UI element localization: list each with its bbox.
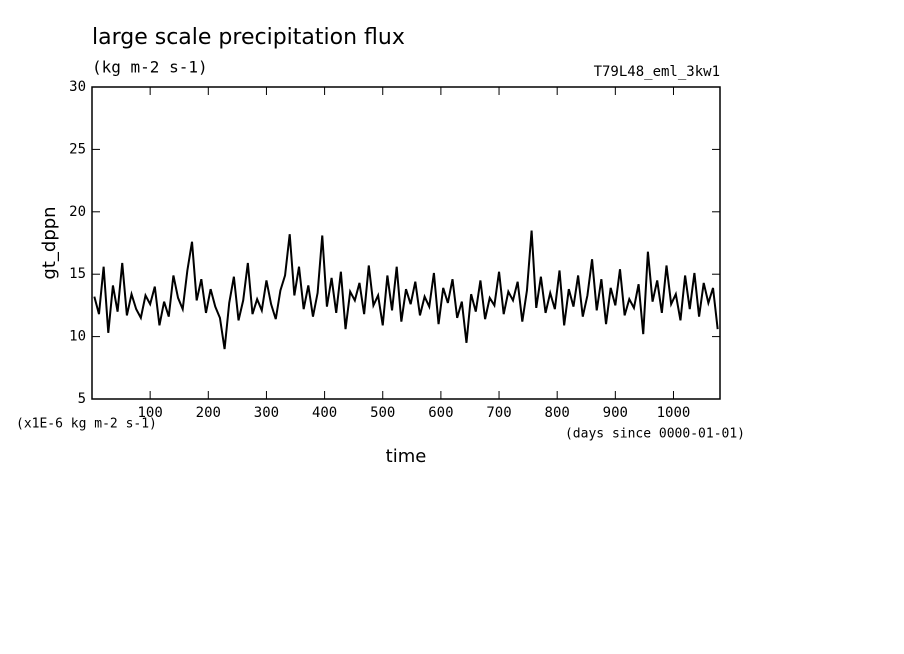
- chart-title: large scale precipitation flux: [92, 25, 405, 50]
- x-tick-label: 400: [312, 405, 337, 421]
- x-tick-label: 900: [603, 405, 628, 421]
- data-line: [93, 230, 719, 350]
- x-tick-label: 500: [370, 405, 395, 421]
- x-axis-label: time: [386, 446, 427, 467]
- x-unit-note: (days since 0000-01-01): [565, 427, 745, 442]
- y-tick-label: 20: [69, 204, 86, 220]
- y-tick-label: 30: [69, 79, 86, 95]
- x-tick-label: 100: [137, 405, 162, 421]
- y-tick-label: 25: [69, 141, 86, 157]
- x-tick-label: 700: [486, 405, 511, 421]
- x-tick-label: 600: [428, 405, 453, 421]
- y-tick-label: 15: [69, 266, 86, 282]
- y-tick-label: 5: [78, 391, 86, 407]
- x-tick-label: 1000: [657, 405, 691, 421]
- y-unit-note: (x1E-6 kg m-2 s-1): [16, 417, 157, 432]
- y-axis-label: gt_dppn: [39, 206, 60, 279]
- run-label: T79L48_eml_3kw1: [594, 64, 720, 80]
- plot-frame: [91, 86, 721, 400]
- x-tick-label: 300: [254, 405, 279, 421]
- y-tick-label: 10: [69, 329, 86, 345]
- x-tick-label: 200: [196, 405, 221, 421]
- x-tick-label: 800: [545, 405, 570, 421]
- chart-subtitle: (kg m-2 s-1): [92, 58, 208, 77]
